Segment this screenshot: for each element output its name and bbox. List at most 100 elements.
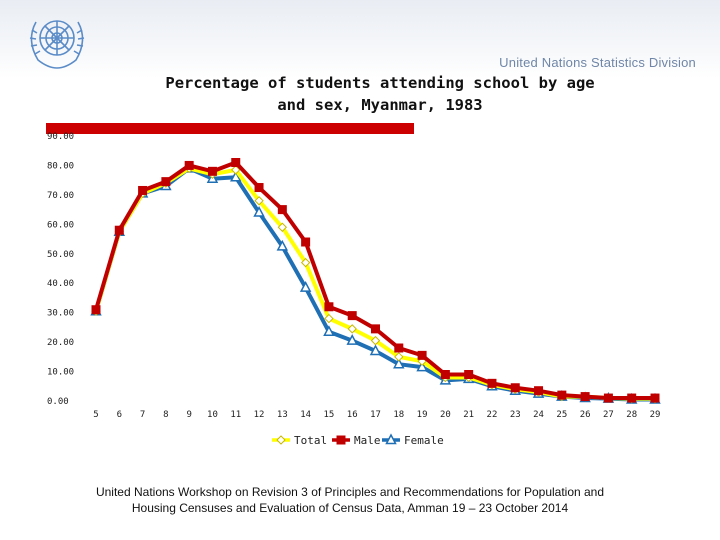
- y-tick-label: 60.00: [47, 220, 74, 230]
- organization-name: United Nations Statistics Division: [499, 55, 696, 70]
- data-point-male: [161, 177, 171, 187]
- data-point-male: [231, 158, 241, 167]
- x-tick-label: 27: [603, 410, 614, 420]
- data-point-female: [393, 357, 405, 369]
- line-chart: 5 6 7 8 9 10 11 12 13 14 15 16 17 18 19 20 21 22 23 24 25 26 2…: [47, 132, 661, 447]
- data-point-male: [114, 225, 124, 235]
- x-tick-label: 19: [417, 410, 428, 420]
- x-tick-label: 26: [580, 410, 591, 420]
- data-point-male: [440, 370, 450, 379]
- series-lines: [90, 158, 661, 404]
- y-tick-label: 0.00: [47, 397, 69, 407]
- chart-title-line-2: and sex, Myanmar, 1983: [277, 96, 483, 114]
- data-point-male: [371, 324, 380, 334]
- legend-label-total: Total: [294, 434, 327, 447]
- data-point-female: [323, 325, 335, 337]
- legend-item-male: Male: [332, 434, 381, 447]
- y-tick-label: 70.00: [47, 191, 74, 201]
- series-female: [90, 161, 661, 404]
- data-point-male: [627, 393, 637, 403]
- x-tick-label: 16: [347, 410, 358, 420]
- y-tick-label: 30.00: [47, 309, 74, 319]
- data-point-male: [301, 237, 311, 247]
- x-tick-label: 15: [323, 410, 334, 420]
- legend-marker-female: [385, 433, 397, 445]
- data-point-male: [184, 160, 194, 170]
- data-point-male: [277, 205, 287, 215]
- y-tick-label: 10.00: [47, 368, 74, 378]
- y-tick-label: 50.00: [47, 250, 74, 260]
- legend-marker-male: [336, 435, 346, 445]
- data-point-male: [557, 390, 567, 400]
- data-point-female: [230, 170, 242, 182]
- x-tick-label: 18: [393, 410, 404, 420]
- x-tick-label: 12: [254, 410, 265, 420]
- series-male: [91, 158, 660, 403]
- x-tick-label: 25: [556, 410, 567, 420]
- x-axis: 5 6 7 8 9 10 11 12 13 14 15 16 17 18 19 20 21 22 23 24 25 26 2…: [93, 410, 660, 420]
- legend-label-male: Male: [354, 434, 381, 447]
- header-band: [0, 0, 720, 78]
- data-point-total: [300, 257, 311, 268]
- data-point-male: [534, 386, 544, 396]
- x-tick-label: 9: [186, 410, 191, 420]
- data-point-female: [276, 239, 289, 251]
- x-tick-label: 24: [533, 410, 544, 420]
- data-point-male: [394, 343, 404, 353]
- data-point-total: [347, 324, 357, 334]
- x-tick-label: 22: [487, 410, 498, 420]
- x-tick-label: 17: [370, 410, 381, 420]
- chart-title: Percentage of students attending school …: [120, 72, 640, 116]
- data-point-female: [253, 205, 265, 217]
- data-point-male: [138, 185, 148, 195]
- data-point-total: [324, 313, 334, 324]
- legend-label-female: Female: [404, 434, 444, 447]
- footer-line-1: United Nations Workshop on Revision 3 of…: [95, 485, 605, 499]
- x-tick-label: 7: [140, 410, 145, 420]
- footer-caption: United Nations Workshop on Revision 3 of…: [30, 484, 670, 516]
- x-tick-label: 14: [300, 410, 311, 420]
- data-point-male: [207, 166, 217, 176]
- data-point-female: [346, 334, 358, 345]
- legend: Total Male Female: [272, 433, 444, 447]
- x-tick-label: 10: [207, 410, 218, 420]
- data-point-male: [464, 370, 474, 379]
- data-point-total: [370, 335, 381, 346]
- x-tick-label: 8: [163, 410, 168, 420]
- data-point-male: [487, 378, 497, 388]
- y-tick-label: 80.00: [47, 161, 74, 171]
- series-total: [91, 163, 660, 404]
- data-point-male: [603, 393, 613, 403]
- data-point-male: [510, 383, 520, 393]
- data-point-male: [91, 305, 101, 315]
- data-point-female: [416, 360, 428, 372]
- data-point-male: [417, 350, 427, 360]
- series-line-female: [94, 166, 655, 402]
- data-point-male: [254, 183, 264, 193]
- data-point-total: [254, 196, 264, 206]
- legend-item-female: Female: [382, 433, 444, 447]
- y-tick-label: 90.00: [47, 132, 74, 142]
- y-tick-label: 40.00: [47, 279, 74, 289]
- y-tick-label: 20.00: [47, 338, 74, 348]
- data-point-total: [277, 222, 288, 232]
- data-point-total: [231, 165, 241, 175]
- x-tick-label: 28: [626, 410, 637, 420]
- footer-line-2: Housing Censuses and Evaluation of Censu…: [131, 501, 569, 515]
- x-tick-label: 20: [440, 410, 451, 420]
- accent-bar: [46, 123, 414, 134]
- data-point-female: [299, 281, 312, 292]
- data-point-female: [369, 344, 382, 356]
- data-point-male: [324, 302, 334, 312]
- data-point-total: [394, 352, 404, 362]
- legend-marker-total: [276, 435, 286, 445]
- x-tick-label: 5: [93, 410, 98, 420]
- x-tick-label: 21: [463, 410, 474, 420]
- legend-item-total: Total: [272, 434, 327, 447]
- x-tick-label: 6: [117, 410, 122, 420]
- un-emblem-icon: [29, 20, 85, 69]
- data-point-male: [580, 392, 590, 402]
- x-tick-label: 11: [230, 410, 241, 420]
- chart-title-line-1: Percentage of students attending school …: [165, 74, 595, 92]
- x-tick-label: 23: [510, 410, 521, 420]
